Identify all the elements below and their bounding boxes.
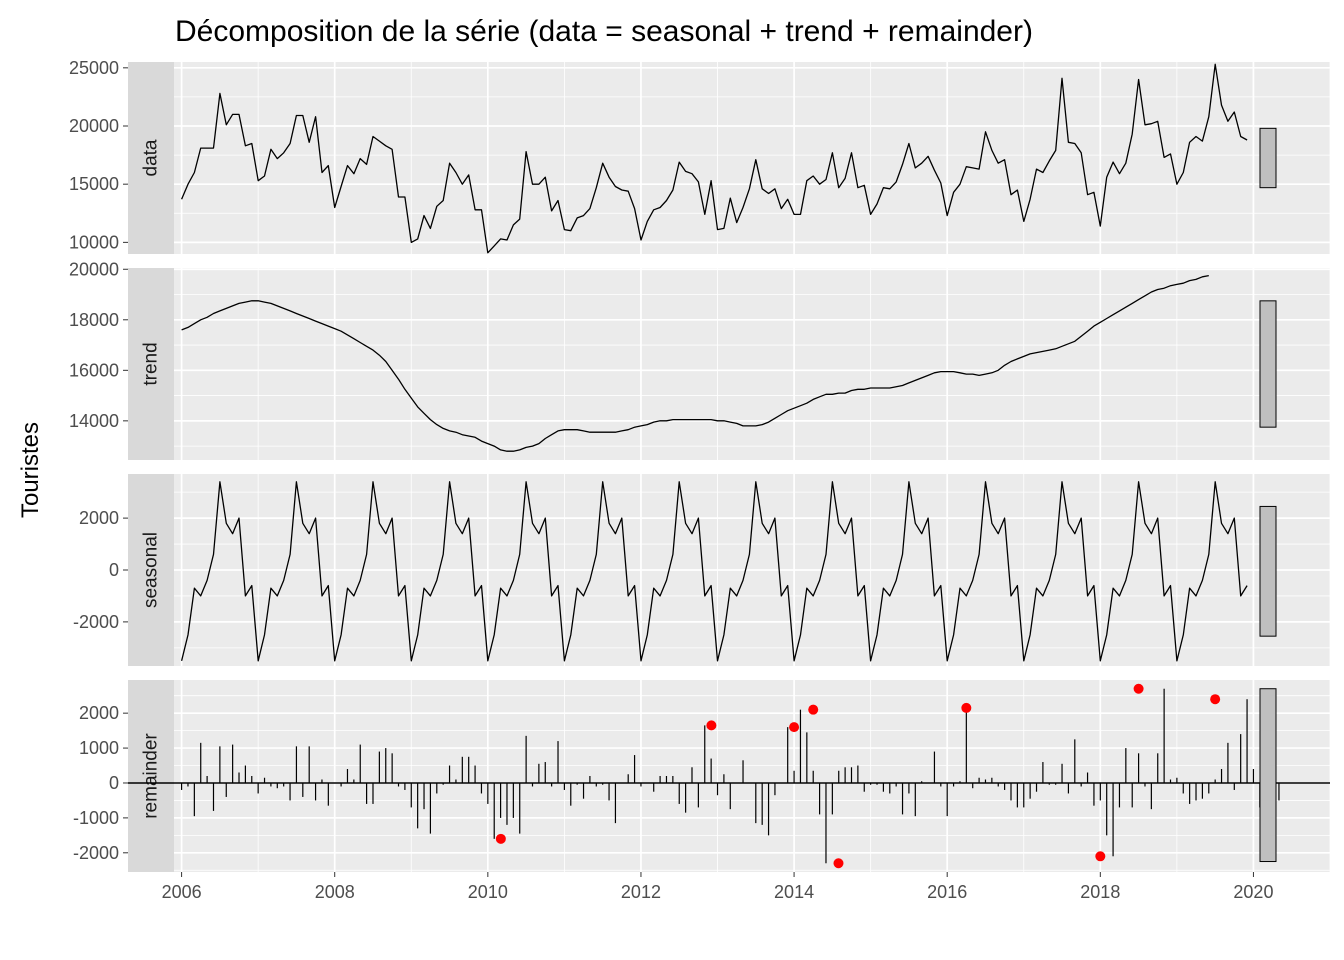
outlier-point xyxy=(1095,851,1106,862)
y-tick-label: 25000 xyxy=(69,58,119,78)
panel-background xyxy=(128,680,1330,872)
outlier-point xyxy=(1133,683,1144,694)
y-tick-label: 1000 xyxy=(79,738,119,758)
facet-strip-label: data xyxy=(141,139,162,176)
x-tick-label: 2006 xyxy=(162,882,202,902)
x-tick-label: 2014 xyxy=(774,882,814,902)
facet-panels: data10000150002000025000trend14000160001… xyxy=(69,58,1331,872)
y-tick-label: 10000 xyxy=(69,232,119,252)
facet-strip xyxy=(128,474,174,666)
x-tick-label: 2012 xyxy=(621,882,661,902)
y-tick-label: 0 xyxy=(109,560,119,580)
y-tick-label: 18000 xyxy=(69,310,119,330)
y-axis-label: Touristes xyxy=(17,422,44,518)
facet-strip xyxy=(128,680,174,872)
x-axis: 2006 2008 2010 2012 2014 2016 2018 2020 xyxy=(162,872,1273,902)
x-tick-label: 2008 xyxy=(315,882,355,902)
y-tick-label: 2000 xyxy=(79,703,119,723)
seasonal-series-line xyxy=(180,481,1248,662)
panel-seasonal: seasonal -2000 0 2000 xyxy=(73,474,1331,666)
facet-strip-label: trend xyxy=(141,342,162,385)
y-tick-label: 2000 xyxy=(79,508,119,528)
x-tick-label: 2018 xyxy=(1080,882,1120,902)
panel-remainder: remainder -2000 -1000 0 1000 2000 xyxy=(73,680,1331,872)
y-tick-label: 14000 xyxy=(69,411,119,431)
outlier-point xyxy=(1210,694,1221,705)
data-series-line xyxy=(181,63,1248,254)
y-tick-label: 15000 xyxy=(69,174,119,194)
chart-title: Décomposition de la série (data = season… xyxy=(175,15,1033,48)
facet-strip-label: seasonal xyxy=(141,532,162,608)
range-bar xyxy=(1259,505,1277,637)
x-tick-label: 2020 xyxy=(1233,882,1273,902)
panel-background xyxy=(128,62,1330,254)
y-tick-label: 16000 xyxy=(69,360,119,380)
range-bar xyxy=(1259,127,1277,189)
facet-strip xyxy=(128,62,174,254)
range-bar xyxy=(1259,300,1277,428)
trend-series-line xyxy=(181,274,1209,452)
y-tick-label: 0 xyxy=(109,773,119,793)
outlier-point xyxy=(789,722,800,733)
y-tick-label: -2000 xyxy=(73,843,119,863)
range-bar xyxy=(1259,688,1277,863)
outlier-point xyxy=(495,833,506,844)
outlier-point xyxy=(961,702,972,713)
outlier-point xyxy=(706,720,717,731)
x-tick-label: 2010 xyxy=(468,882,508,902)
y-tick-label: -2000 xyxy=(73,612,119,632)
outlier-point xyxy=(833,858,844,869)
outlier-point xyxy=(808,704,819,715)
y-tick-label: 20000 xyxy=(69,116,119,136)
panel-trend: trend 14000 16000 18000 20000 xyxy=(69,259,1331,460)
facet-strip-label: remainder xyxy=(141,733,162,819)
panel-data: data 10000 15000 20000 25000 xyxy=(69,58,1331,254)
facet-strip xyxy=(128,268,174,460)
y-tick-label: 20000 xyxy=(69,259,119,279)
x-tick-label: 2016 xyxy=(927,882,967,902)
panel-background xyxy=(128,268,1330,460)
y-tick-label: -1000 xyxy=(73,808,119,828)
